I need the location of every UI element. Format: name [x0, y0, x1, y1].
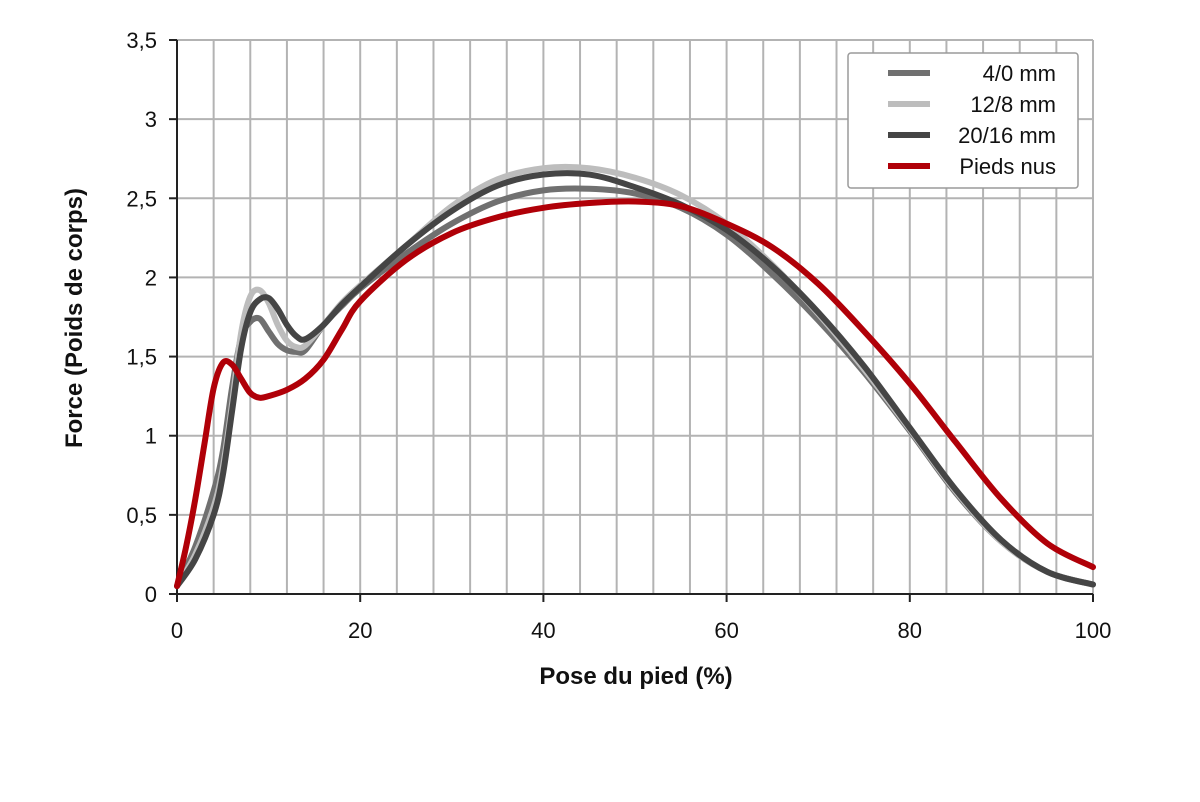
- legend-label: 12/8 mm: [970, 92, 1056, 117]
- y-tick-label: 1: [145, 424, 157, 449]
- y-tick-label: 2,5: [126, 186, 157, 211]
- x-tick-label: 100: [1075, 618, 1112, 643]
- series-lines: [174, 163, 1096, 590]
- legend-label: Pieds nus: [959, 154, 1056, 179]
- y-tick-label: 2: [145, 265, 157, 290]
- x-tick-label: 40: [531, 618, 555, 643]
- y-tick-label: 1,5: [126, 345, 157, 370]
- x-tick-label: 0: [171, 618, 183, 643]
- x-axis-title: Pose du pied (%): [539, 663, 732, 690]
- y-tick-label: 3,5: [126, 28, 157, 53]
- series-line-1: [174, 185, 1096, 590]
- grid-lines: [177, 39, 1094, 594]
- axes: [169, 39, 1094, 602]
- legend-box: [847, 52, 1079, 189]
- legend-label: 20/16 mm: [958, 123, 1056, 148]
- y-tick-label: 0: [145, 582, 157, 607]
- y-axis-title: Force (Poids de corps): [61, 188, 88, 448]
- y-tick-label: 0,5: [126, 503, 157, 528]
- series-line-3: [174, 170, 1096, 590]
- x-tick-label: 20: [348, 618, 372, 643]
- legend-label: 4/0 mm: [983, 61, 1056, 86]
- tick-labels: 0 0,5 1 1,5 2 2,5 3 3,5 0 20 40 60 80 100: [126, 28, 1111, 643]
- legend: 4/0 mm 12/8 mm 20/16 mm Pieds nus: [847, 52, 1079, 189]
- x-tick-label: 60: [714, 618, 738, 643]
- x-tick-label: 80: [898, 618, 922, 643]
- series-line-4: [174, 198, 1096, 590]
- y-tick-label: 3: [145, 107, 157, 132]
- series-line-2: [174, 163, 1096, 590]
